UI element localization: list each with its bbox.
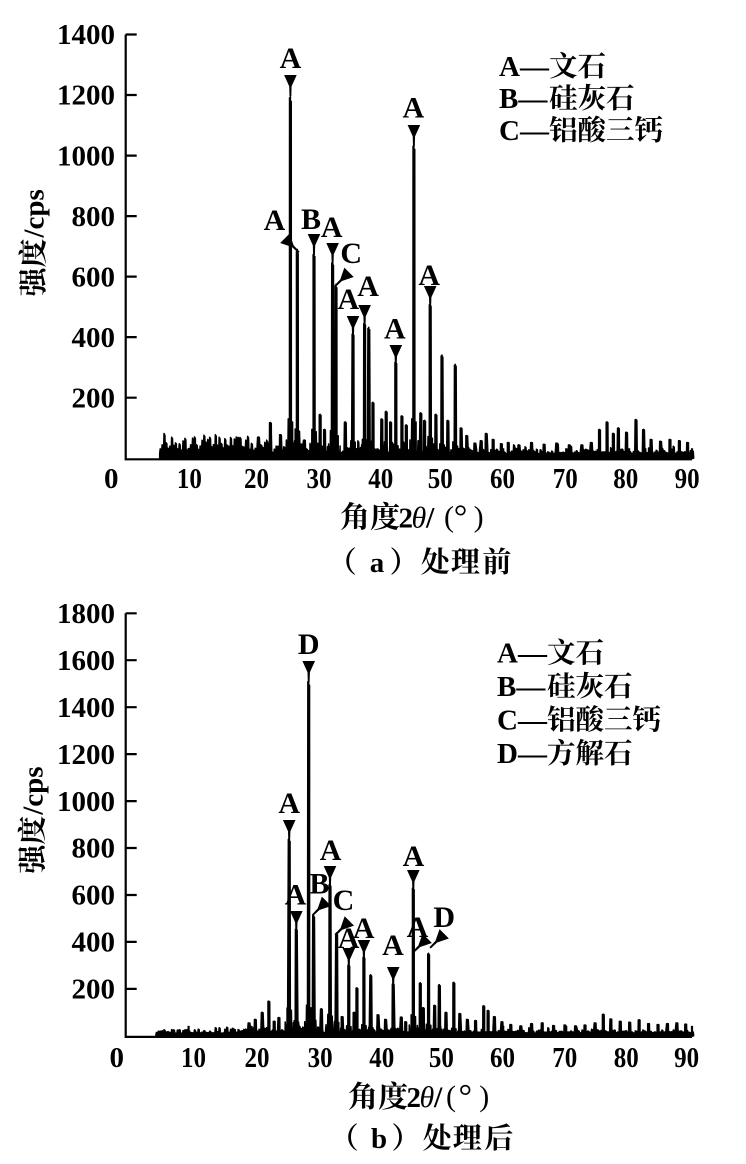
svg-text:A: A — [264, 204, 286, 237]
svg-text:θ: θ — [412, 501, 427, 534]
svg-text:50: 50 — [429, 1042, 454, 1074]
svg-text:A: A — [357, 270, 379, 303]
svg-text:A: A — [403, 840, 425, 873]
svg-text:400: 400 — [72, 322, 116, 354]
svg-text:800: 800 — [72, 201, 116, 233]
svg-text:80: 80 — [613, 463, 638, 495]
svg-text:A: A — [384, 313, 406, 346]
svg-text:°: ° — [459, 1079, 473, 1116]
svg-text:A: A — [382, 929, 404, 962]
svg-text:30: 30 — [307, 463, 332, 495]
svg-text:C—: C— — [497, 705, 548, 737]
svg-text:10: 10 — [177, 463, 202, 495]
svg-text:70: 70 — [552, 1042, 577, 1074]
svg-text:70: 70 — [553, 463, 578, 495]
svg-text:/cps: /cps — [18, 766, 50, 815]
svg-text:40: 40 — [368, 463, 393, 495]
svg-text:90: 90 — [675, 463, 700, 495]
svg-text:600: 600 — [72, 261, 116, 293]
svg-text:A: A — [320, 834, 342, 867]
svg-text:D: D — [298, 628, 320, 661]
svg-text:C—: C— — [499, 115, 550, 147]
svg-text:800: 800 — [72, 833, 116, 865]
svg-text:A: A — [418, 259, 440, 292]
svg-text:A: A — [353, 912, 375, 945]
svg-text:200: 200 — [72, 382, 116, 414]
svg-text:B: B — [301, 203, 321, 236]
svg-text:0: 0 — [104, 463, 119, 495]
svg-text:20: 20 — [245, 1042, 270, 1074]
svg-text:1800: 1800 — [57, 598, 115, 630]
svg-text:1200: 1200 — [57, 739, 115, 771]
svg-text:60: 60 — [490, 1042, 515, 1074]
svg-text:B—: B— — [497, 671, 546, 703]
svg-text:40: 40 — [369, 1042, 394, 1074]
svg-text:A: A — [338, 922, 360, 955]
svg-text:A: A — [321, 211, 343, 244]
svg-text:10: 10 — [181, 1042, 206, 1074]
svg-text:50: 50 — [428, 463, 453, 495]
svg-text:0: 0 — [109, 1042, 124, 1074]
svg-text:A: A — [407, 911, 429, 944]
svg-text:600: 600 — [72, 880, 116, 912]
svg-text:1200: 1200 — [57, 80, 115, 112]
svg-text:200: 200 — [72, 974, 116, 1006]
svg-text:A—: A— — [497, 638, 548, 670]
svg-text:1600: 1600 — [57, 645, 115, 677]
svg-text:80: 80 — [614, 1042, 639, 1074]
svg-text:/: / — [433, 1081, 443, 1114]
svg-text:1000: 1000 — [57, 786, 115, 818]
svg-text:20: 20 — [244, 463, 269, 495]
svg-text:): ) — [474, 500, 484, 533]
svg-text:C: C — [333, 884, 355, 917]
svg-text:θ: θ — [420, 1081, 435, 1114]
svg-text:A: A — [278, 787, 300, 820]
svg-text:D: D — [433, 901, 455, 934]
svg-text:A—: A— — [499, 51, 550, 83]
svg-text:30: 30 — [308, 1042, 333, 1074]
svg-text:): ) — [479, 1080, 489, 1113]
svg-text:A: A — [280, 42, 302, 75]
svg-text:°: ° — [454, 499, 468, 536]
svg-text:A: A — [285, 879, 307, 912]
svg-text:(: ( — [446, 1080, 456, 1113]
svg-text:A: A — [337, 283, 359, 316]
svg-text:a: a — [370, 547, 385, 579]
svg-text:1000: 1000 — [57, 140, 115, 172]
svg-text:/cps: /cps — [18, 189, 50, 238]
svg-text:/: / — [425, 501, 435, 534]
svg-text:2: 2 — [407, 1082, 422, 1114]
svg-text:B—: B— — [499, 83, 548, 115]
svg-text:(: ( — [444, 500, 454, 533]
svg-text:D—: D— — [497, 738, 548, 770]
svg-text:2: 2 — [399, 502, 414, 534]
svg-text:400: 400 — [72, 927, 116, 959]
svg-text:B: B — [309, 868, 329, 901]
svg-text:90: 90 — [674, 1042, 699, 1074]
svg-text:1400: 1400 — [57, 692, 115, 724]
svg-text:b: b — [371, 1123, 387, 1155]
svg-text:60: 60 — [490, 463, 515, 495]
svg-text:1400: 1400 — [57, 19, 115, 51]
svg-text:C: C — [340, 237, 362, 270]
svg-text:A: A — [402, 92, 424, 125]
